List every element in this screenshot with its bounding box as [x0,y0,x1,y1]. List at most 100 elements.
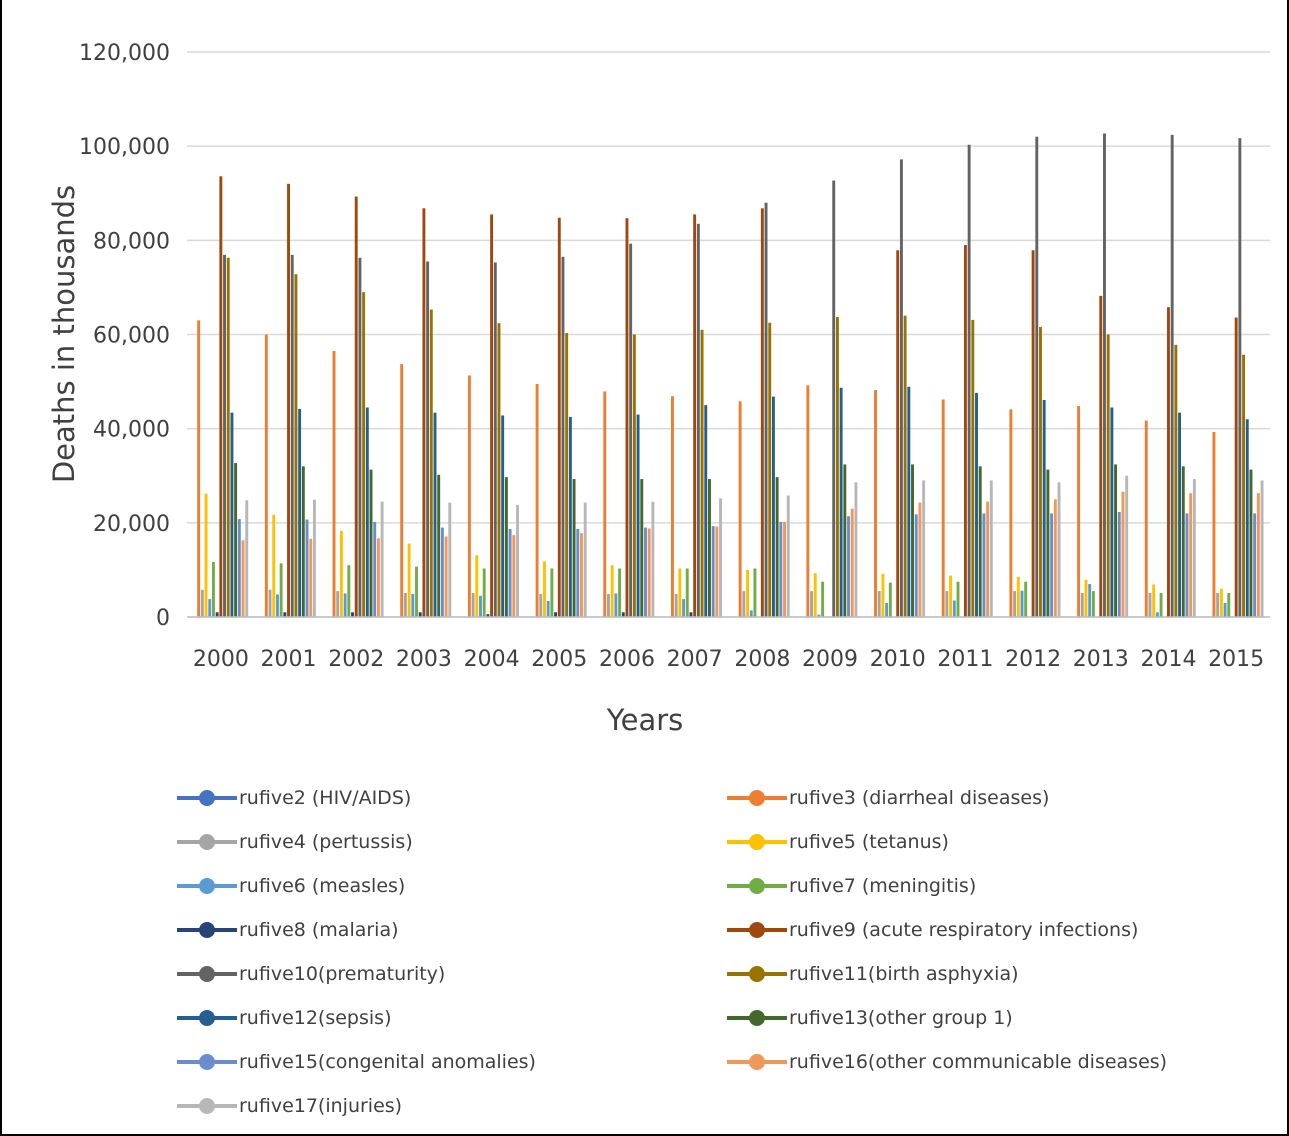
bar [287,183,290,617]
bar [362,292,366,618]
bar [339,530,343,617]
bar [854,482,858,617]
bar [922,480,926,617]
bar [685,568,689,617]
bar [1216,592,1220,617]
bar [982,513,986,617]
legend-item: rufive16(other communicable diseases) [727,1049,1167,1075]
bar [294,274,298,617]
bar [839,387,843,617]
bar [899,159,903,617]
bar [832,180,836,618]
bar [444,536,448,617]
y-tick-label: 100,000 [79,135,170,160]
bar [543,561,546,617]
bar [264,334,268,617]
legend-item: rufive9 (acute respiratory infections) [727,917,1138,943]
bar [298,408,302,617]
legend-label: rufive2 (HIV/AIDS) [239,787,412,809]
bar [1050,513,1054,617]
bar [768,322,772,617]
bar [847,516,850,617]
legend-label: rufive16(other communicable diseases) [789,1051,1168,1073]
bar [1088,584,1092,617]
bar [279,563,283,617]
legend-swatch [177,920,237,940]
bar [504,477,508,617]
bar [1103,133,1106,617]
bar [1084,579,1088,617]
legend-swatch [727,964,787,984]
bar [978,466,982,617]
legend-label: rufive12(sepsis) [239,1007,392,1029]
bar [305,519,309,617]
x-tick-label: 2008 [734,647,790,672]
legend-swatch [177,1008,237,1028]
bar [219,176,223,618]
legend-swatch [177,876,237,896]
bar [949,575,953,617]
bar [561,256,565,617]
legend-label: rufive3 (diarrheal diseases) [789,787,1050,809]
bar [373,521,377,617]
y-tick-label: 120,000 [79,41,170,66]
bar [742,591,746,617]
bar [967,144,971,617]
bar [885,602,889,618]
bar [760,208,764,617]
bar [475,555,479,617]
bar [411,593,415,617]
bar [426,261,430,617]
x-tick-label: 2004 [464,647,520,672]
legend-swatch [727,788,787,808]
legend-item: rufive6 (measles) [177,873,405,899]
bar [1181,466,1185,617]
bar [1144,420,1148,617]
bar [625,218,629,617]
bar [674,593,678,617]
bar [376,538,380,617]
bar [1042,399,1046,617]
legend-swatch [177,964,237,984]
bar [971,319,975,617]
legend-label: rufive17(injuries) [239,1095,403,1117]
y-tick-label: 0 [156,606,170,631]
bar [775,477,779,617]
bar [1046,469,1050,617]
bar [810,591,813,617]
bar [535,383,539,617]
bar [1024,581,1028,617]
bar [693,214,697,617]
bar [223,254,226,617]
bar [554,612,558,617]
legend-label: rufive6 (measles) [239,875,406,897]
bar [343,593,347,617]
bar [440,527,444,617]
bar [671,396,674,617]
bar [896,250,900,617]
x-tick-label: 2015 [1208,647,1264,672]
bar [678,568,682,617]
x-axis-title: Years [606,703,684,737]
legend-label: rufive7 (meningitis) [789,875,977,897]
bar [482,568,486,617]
legend-label: rufive9 (acute respiratory infections) [789,919,1139,941]
bar [204,493,208,617]
bar [911,464,914,617]
bar [1219,588,1223,617]
bar [603,391,607,617]
bar [1260,480,1264,617]
bar [351,612,354,617]
legend-item: rufive5 (tetanus) [727,829,949,855]
bar [753,568,757,617]
legend-swatch [727,1008,787,1028]
x-tick-label: 2005 [531,647,587,672]
bar [283,612,287,617]
bar [448,502,452,617]
bar [1106,334,1110,617]
bar [1253,513,1257,617]
bar [1167,307,1170,617]
x-tick-label: 2014 [1140,647,1196,672]
bar [1170,134,1174,617]
legend-label: rufive15(congenital anomalies) [239,1051,536,1073]
